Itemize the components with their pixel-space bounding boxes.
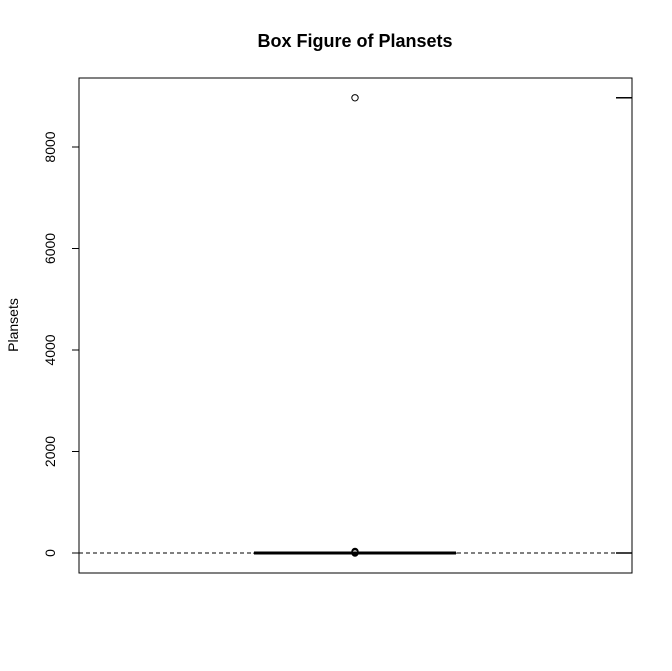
- reference-lines: [79, 97, 632, 554]
- y-tick-label: 4000: [42, 334, 58, 365]
- outlier-point: [351, 547, 359, 556]
- y-tick-label: 0: [42, 549, 58, 557]
- y-tick-label: 2000: [42, 436, 58, 467]
- y-tick-label: 8000: [42, 131, 58, 162]
- box-plot: [253, 94, 457, 557]
- y-axis-label: Plansets: [5, 298, 21, 352]
- outlier-point: [351, 94, 359, 102]
- chart-title: Box Figure of Plansets: [257, 31, 452, 51]
- y-tick-label: 6000: [42, 233, 58, 264]
- y-axis-ticks: 0 2000 4000 6000 8000: [42, 131, 79, 557]
- plot-frame: [78, 77, 633, 574]
